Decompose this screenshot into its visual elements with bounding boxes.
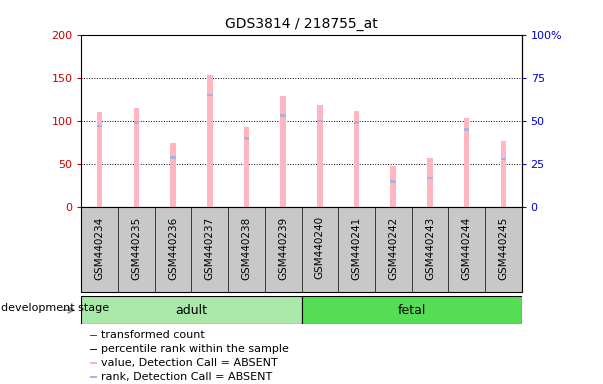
Title: GDS3814 / 218755_at: GDS3814 / 218755_at [225,17,378,31]
Bar [354,111,359,207]
Text: GSM440241: GSM440241 [352,216,362,280]
Bar [354,121,359,124]
Bar [90,376,97,378]
Bar [427,177,432,179]
Text: percentile rank within the sample: percentile rank within the sample [101,344,289,354]
Bar [207,75,212,207]
Text: GSM440237: GSM440237 [205,216,215,280]
Bar [171,156,176,159]
Bar [464,118,469,207]
Bar [244,127,249,207]
Bar [391,166,396,207]
Bar [464,128,469,131]
Text: rank, Detection Call = ABSENT: rank, Detection Call = ABSENT [101,372,273,382]
Bar [317,106,323,207]
Text: GSM440244: GSM440244 [461,216,472,280]
Text: GSM440242: GSM440242 [388,216,398,280]
Bar [90,334,97,336]
Bar [500,158,506,160]
Bar [427,158,432,207]
Text: GSM440235: GSM440235 [131,216,142,280]
Bar [280,114,286,117]
Bar [207,94,212,96]
Bar [81,296,302,324]
Text: fetal: fetal [397,304,426,316]
Bar [280,96,286,207]
Bar [97,113,103,207]
Bar [244,137,249,139]
Text: GSM440238: GSM440238 [241,216,251,280]
Text: transformed count: transformed count [101,330,205,340]
Bar [317,120,323,122]
Bar [134,108,139,207]
Text: GSM440240: GSM440240 [315,216,325,280]
Bar [302,296,522,324]
Bar [97,125,103,127]
Bar [500,141,506,207]
Bar [171,142,176,207]
Text: GSM440236: GSM440236 [168,216,178,280]
Bar [90,349,97,350]
Bar [391,180,396,183]
Text: GSM440243: GSM440243 [425,216,435,280]
Bar [90,362,97,364]
Text: adult: adult [175,304,207,316]
Text: GSM440245: GSM440245 [498,216,508,280]
Text: GSM440234: GSM440234 [95,216,105,280]
Text: value, Detection Call = ABSENT: value, Detection Call = ABSENT [101,358,278,368]
Text: development stage: development stage [1,303,109,313]
Text: GSM440239: GSM440239 [278,216,288,280]
Bar [134,121,139,124]
